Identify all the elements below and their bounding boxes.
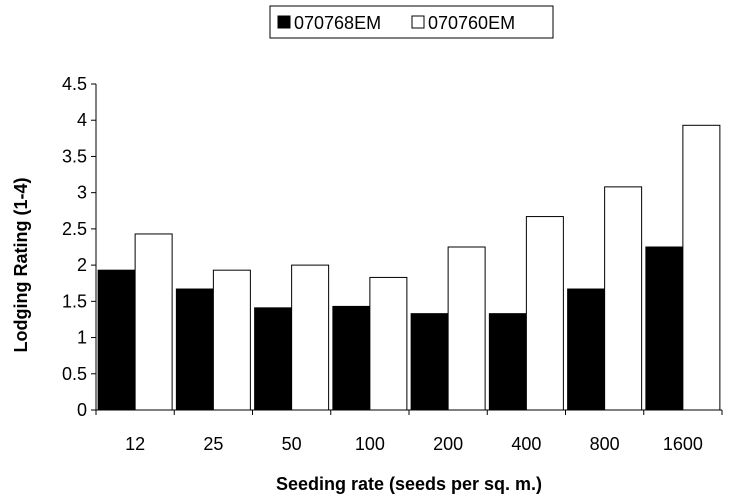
x-tick-label: 200 xyxy=(433,434,463,454)
y-axis-title: Lodging Rating (1-4) xyxy=(11,178,31,353)
bar-070768EM-400 xyxy=(488,313,527,411)
legend-label-series-2: 070760EM xyxy=(428,13,515,33)
x-tick-label: 12 xyxy=(125,434,145,454)
bar-070760EM-100 xyxy=(369,276,408,411)
x-tick-label: 25 xyxy=(203,434,223,454)
x-tick-label: 1600 xyxy=(663,434,703,454)
y-tick-label: 3.5 xyxy=(62,146,87,166)
y-tick-label: 0 xyxy=(77,400,87,420)
x-tick-label: 800 xyxy=(590,434,620,454)
bar-070760EM-1600 xyxy=(682,124,721,411)
x-tick-label: 50 xyxy=(282,434,302,454)
y-tick-label: 0.5 xyxy=(62,364,87,384)
y-tick-label: 2.5 xyxy=(62,219,87,239)
bar-070768EM-100 xyxy=(332,305,371,411)
bar-070768EM-50 xyxy=(254,307,293,411)
bar-070760EM-25 xyxy=(212,269,251,411)
bar-070768EM-12 xyxy=(97,269,136,411)
bar-070768EM-1600 xyxy=(645,246,684,411)
plot-area: 0 0.5 1 1.5 2 2.5 3 3.5 4 4.5 12 25 50 100 200 400 800 16… xyxy=(62,74,723,454)
legend-label-series-1: 070768EM xyxy=(294,13,381,33)
y-tick-label: 4.5 xyxy=(62,74,87,94)
bar-070760EM-12 xyxy=(134,233,173,411)
legend-swatch-series-1 xyxy=(277,15,291,29)
bar-070768EM-200 xyxy=(410,313,449,411)
y-tick-label: 1.5 xyxy=(62,291,87,311)
bar-070760EM-200 xyxy=(447,246,486,411)
x-axis-title: Seeding rate (seeds per sq. m.) xyxy=(276,474,542,494)
bar-070760EM-50 xyxy=(291,264,330,411)
bar-070768EM-25 xyxy=(175,288,214,411)
y-tick-label: 2 xyxy=(77,255,87,275)
x-tick-label: 100 xyxy=(355,434,385,454)
x-tick-label: 400 xyxy=(511,434,541,454)
bar-070760EM-400 xyxy=(525,216,564,411)
legend-swatch-series-2 xyxy=(411,15,425,29)
bar-070768EM-800 xyxy=(567,288,606,411)
y-tick-label: 3 xyxy=(77,183,87,203)
y-tick-label: 4 xyxy=(77,110,87,130)
y-tick-label: 1 xyxy=(77,328,87,348)
legend: 070768EM 070760EM xyxy=(269,5,554,39)
bar-070760EM-800 xyxy=(604,186,643,411)
